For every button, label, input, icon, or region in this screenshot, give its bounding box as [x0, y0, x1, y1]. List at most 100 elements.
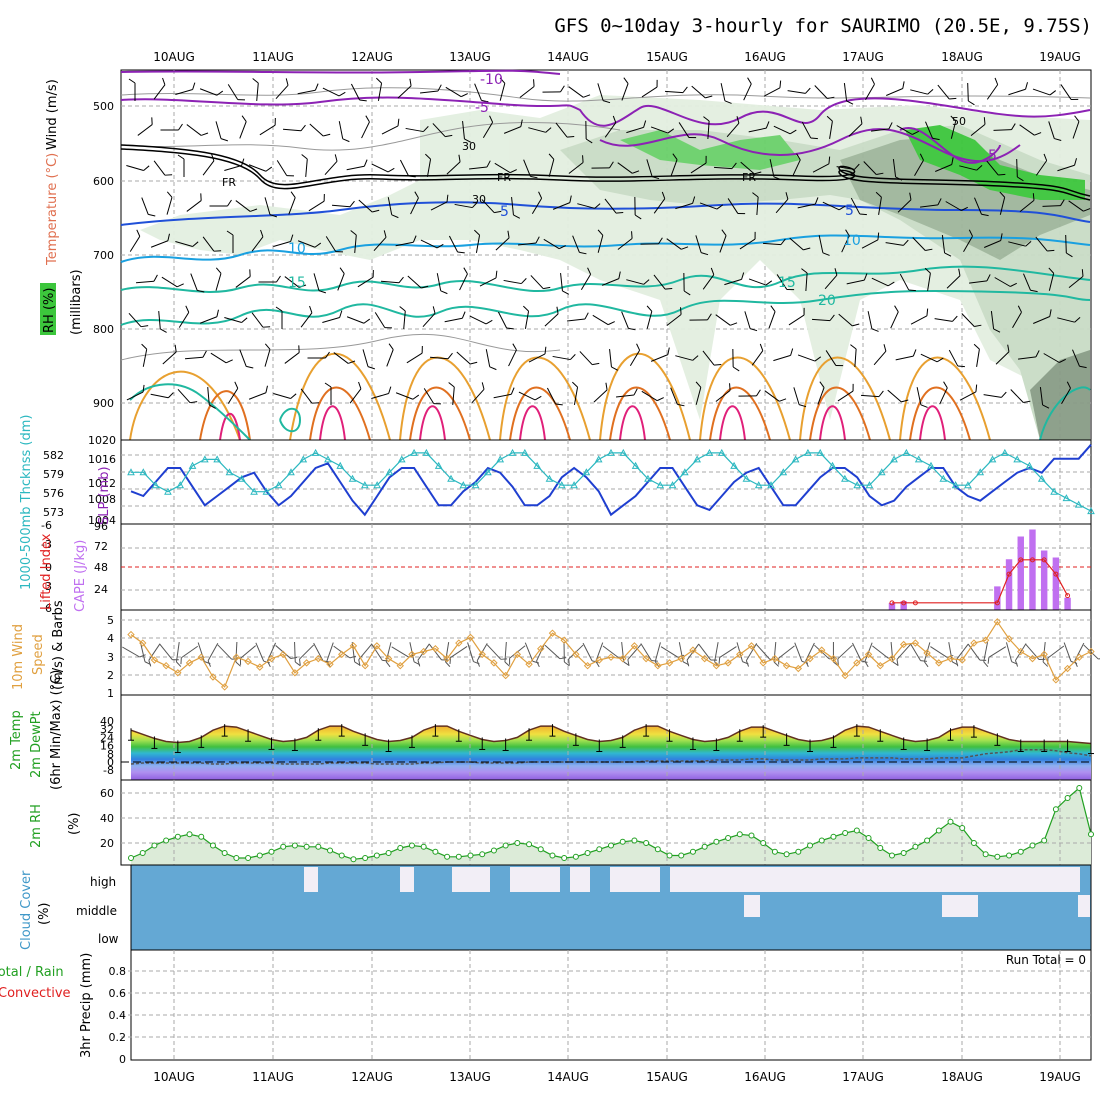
- barb-shaft: [407, 275, 422, 289]
- barb-flag: [448, 382, 455, 388]
- barb-flag: [1054, 138, 1062, 141]
- surface-barb: [175, 642, 182, 667]
- rh-point: [1052, 806, 1059, 813]
- wind-barb: [776, 274, 795, 291]
- barb-shaft: [1048, 121, 1055, 139]
- thickness-point: [287, 468, 295, 476]
- rh-point: [303, 843, 310, 850]
- wind-barb: [1012, 305, 1022, 329]
- wind-barb: [199, 88, 224, 96]
- barb-shaft: [555, 122, 568, 138]
- barb-flag: [937, 198, 942, 206]
- wind-barb: [822, 201, 846, 211]
- barb-flag: [705, 95, 713, 99]
- wind-barb: [248, 164, 273, 172]
- barb-flag: [683, 290, 691, 296]
- barb-shaft: [748, 278, 767, 286]
- wind-barb: [175, 82, 196, 95]
- barb-shaft: [988, 646, 1007, 658]
- wind-barb: [579, 351, 600, 366]
- rh-point: [245, 855, 252, 861]
- wind-point: [302, 659, 311, 667]
- wind-point: [373, 642, 381, 650]
- wind-barb: [740, 161, 762, 175]
- wind-barb: [812, 156, 831, 173]
- wind-point: [1040, 650, 1048, 659]
- barb-flag: [908, 289, 916, 292]
- barb-flag: [521, 278, 527, 284]
- thickness-point: [459, 481, 468, 489]
- barb-flag: [412, 394, 420, 400]
- barb-shaft: [872, 645, 889, 659]
- barb-shaft: [963, 235, 973, 253]
- thickness-point: [693, 455, 701, 463]
- barb-flag: [957, 365, 965, 368]
- wind-barb: [346, 316, 371, 324]
- barb-flag: [216, 90, 224, 96]
- barb-shaft: [181, 645, 199, 659]
- barb-flag: [909, 192, 912, 200]
- barb-flag: [1001, 391, 1007, 398]
- wind-barb: [751, 343, 764, 366]
- barb-flag: [651, 659, 658, 662]
- barb-shaft: [763, 87, 781, 97]
- thickness-point: [496, 455, 505, 463]
- row-low: low: [98, 932, 119, 946]
- surface-barb: [640, 643, 658, 662]
- barb-flag: [814, 197, 819, 205]
- rh-legend-swatch: [40, 283, 56, 335]
- thickness-point: [410, 448, 418, 456]
- barb-shaft: [275, 84, 289, 100]
- barb-shaft: [817, 387, 825, 405]
- rh-point: [502, 842, 509, 849]
- barb-shaft: [227, 388, 239, 404]
- barb-flag: [325, 351, 330, 359]
- wind-barb: [357, 270, 374, 288]
- barb-flag: [185, 305, 190, 313]
- barb-flag: [335, 251, 343, 253]
- barb-flag: [765, 121, 770, 129]
- wind-point: [1063, 664, 1072, 673]
- rh-point: [291, 842, 298, 849]
- barb-flag: [1083, 208, 1091, 212]
- barb-flag: [656, 79, 658, 88]
- li-point: [912, 600, 918, 606]
- thickness-point: [939, 474, 948, 482]
- barb-shaft: [207, 386, 210, 406]
- wind-barb: [769, 159, 781, 180]
- barb-shaft: [601, 278, 620, 286]
- barb-shaft: [1048, 273, 1055, 291]
- barb-flag: [924, 267, 931, 274]
- thickness-point: [1087, 507, 1095, 515]
- barb-shaft: [702, 274, 715, 290]
- rh-point: [209, 842, 216, 849]
- wind-barb: [948, 349, 965, 368]
- barb-flag: [499, 77, 506, 84]
- barb-shaft: [129, 236, 141, 252]
- barb-shaft: [664, 90, 684, 94]
- wind-barb: [748, 278, 773, 286]
- wind-point: [127, 630, 135, 639]
- barb-shaft: [615, 394, 635, 398]
- wind-barb: [1068, 269, 1084, 289]
- barb-shaft: [351, 642, 356, 662]
- barb-shaft: [436, 273, 442, 291]
- wind-point: [384, 654, 393, 663]
- barb-shaft: [878, 197, 882, 215]
- barb-flag: [192, 241, 199, 247]
- wind-barb: [153, 160, 173, 176]
- barb-flag: [323, 133, 331, 137]
- barb-flag: [1032, 193, 1035, 201]
- wind-barb: [373, 230, 387, 252]
- rh-point: [818, 837, 825, 844]
- wind-barb: [395, 235, 417, 247]
- wind-barb: [887, 389, 909, 403]
- barb-shaft: [373, 236, 387, 252]
- wind-barb: [1060, 84, 1079, 100]
- barb-flag: [189, 401, 198, 404]
- barb-shaft: [829, 121, 833, 139]
- thickness-point: [791, 455, 800, 463]
- barb-shaft: [471, 388, 485, 404]
- barb-shaft: [264, 197, 271, 215]
